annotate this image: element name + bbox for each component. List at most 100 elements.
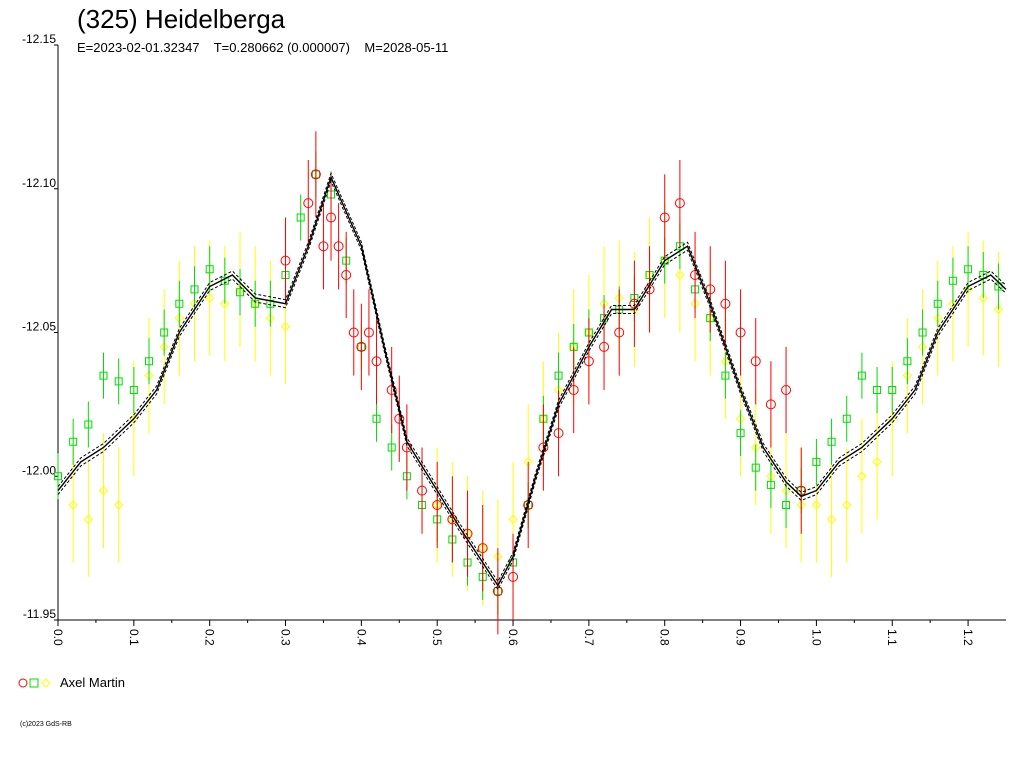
chart-subtitle: E=2023-02-01.32347 T=0.280662 (0.000007)… bbox=[77, 40, 449, 55]
legend-symbols-icon bbox=[18, 678, 51, 688]
data-point bbox=[781, 385, 792, 395]
data-point bbox=[129, 386, 138, 394]
data-point bbox=[978, 293, 988, 303]
x-tick-label: 0.4 bbox=[354, 629, 368, 646]
data-point bbox=[326, 212, 337, 223]
data-point bbox=[236, 288, 245, 297]
legend: Axel Martin bbox=[18, 675, 125, 691]
data-point bbox=[205, 265, 214, 274]
x-tick-label: 0.6 bbox=[506, 629, 520, 646]
model-upper-bound bbox=[57, 171, 1007, 583]
data-point bbox=[160, 328, 169, 337]
x-tick-label: 1.1 bbox=[885, 629, 899, 646]
y-tick-label: -12.00 bbox=[22, 463, 56, 477]
model-curve bbox=[57, 171, 1007, 591]
data-point bbox=[827, 437, 836, 446]
data-point bbox=[948, 276, 957, 285]
x-tick-label: 0.7 bbox=[582, 629, 596, 646]
x-tick-label: 0.0 bbox=[51, 629, 65, 646]
data-point bbox=[842, 500, 852, 510]
data-point bbox=[720, 298, 731, 309]
data-point bbox=[220, 299, 230, 309]
data-point bbox=[553, 428, 564, 439]
data-point bbox=[492, 586, 503, 597]
data-point bbox=[826, 514, 837, 525]
data-point bbox=[766, 480, 775, 489]
axes bbox=[57, 45, 1006, 621]
data-point bbox=[83, 514, 94, 525]
data-point bbox=[477, 543, 488, 554]
data-point bbox=[751, 463, 760, 472]
data-point bbox=[99, 371, 108, 380]
data-point bbox=[175, 299, 184, 308]
data-point bbox=[508, 571, 519, 582]
data-point bbox=[750, 356, 761, 367]
data-point bbox=[888, 386, 897, 394]
data-point bbox=[333, 241, 344, 252]
data-point bbox=[554, 371, 563, 380]
data-point bbox=[113, 500, 124, 510]
data-point bbox=[964, 265, 973, 274]
data-point bbox=[675, 270, 685, 280]
data-point bbox=[857, 471, 867, 481]
legend-label: Axel Martin bbox=[60, 675, 126, 690]
y-tick-labels: -12.15 -12.10 -12.05 -12.00 -11.95 bbox=[22, 32, 58, 621]
data-point bbox=[508, 514, 518, 525]
chart-title: (325) Heidelberga bbox=[77, 4, 286, 34]
x-tick-label: 0.8 bbox=[658, 629, 672, 646]
data-point bbox=[204, 293, 215, 303]
y-tick-label: -12.15 bbox=[22, 32, 56, 46]
data-point bbox=[356, 341, 367, 352]
data-point bbox=[280, 255, 291, 266]
data-point bbox=[812, 457, 821, 466]
x-tick-label: 0.9 bbox=[734, 629, 748, 646]
y-tick-label: -12.05 bbox=[22, 320, 56, 334]
data-point bbox=[371, 356, 382, 367]
data-point bbox=[251, 299, 260, 308]
data-point bbox=[857, 371, 866, 380]
x-tick-label: 1.2 bbox=[961, 629, 975, 646]
data-point bbox=[873, 386, 882, 394]
data-point bbox=[303, 198, 314, 209]
data-point bbox=[963, 284, 973, 295]
data-point bbox=[933, 299, 942, 308]
data-point bbox=[145, 357, 154, 366]
x-tick-labels: 0.0 0.1 0.2 0.3 0.4 0.5 0.6 0.7 0.8 0.9 1.0 1.1 1.2 bbox=[51, 620, 975, 646]
data-point bbox=[583, 356, 594, 367]
data-point bbox=[363, 327, 374, 338]
data-point bbox=[903, 357, 912, 366]
data-point bbox=[114, 377, 123, 386]
y-tick-label: -11.95 bbox=[23, 607, 56, 621]
data-point bbox=[296, 213, 305, 222]
data-point bbox=[190, 285, 199, 294]
data-point bbox=[568, 385, 579, 395]
x-tick-label: 0.5 bbox=[430, 629, 444, 646]
x-tick-label: 0.3 bbox=[279, 629, 293, 646]
data-point bbox=[599, 341, 610, 352]
data-point bbox=[280, 322, 291, 332]
y-tick-label: -12.10 bbox=[22, 176, 56, 190]
data-point bbox=[69, 437, 78, 446]
data-point bbox=[372, 414, 381, 423]
model-lower-bound bbox=[57, 179, 1007, 591]
data-point bbox=[401, 442, 412, 453]
data-point bbox=[796, 485, 807, 496]
data-point bbox=[387, 443, 396, 452]
data-point bbox=[993, 304, 1004, 315]
data-point bbox=[68, 500, 78, 510]
data-point bbox=[84, 420, 93, 429]
x-tick-label: 0.2 bbox=[203, 629, 217, 646]
data-point bbox=[348, 327, 359, 338]
data-point bbox=[98, 485, 109, 496]
data-point bbox=[659, 212, 670, 223]
x-tick-label: 1.0 bbox=[809, 629, 823, 646]
data-point bbox=[54, 472, 62, 481]
x-tick-label: 0.1 bbox=[127, 629, 141, 646]
data-point bbox=[736, 429, 745, 438]
data-point bbox=[735, 327, 746, 338]
data-point bbox=[842, 414, 851, 423]
data-point bbox=[318, 241, 329, 252]
data-point bbox=[417, 485, 428, 496]
data-point bbox=[782, 501, 791, 509]
